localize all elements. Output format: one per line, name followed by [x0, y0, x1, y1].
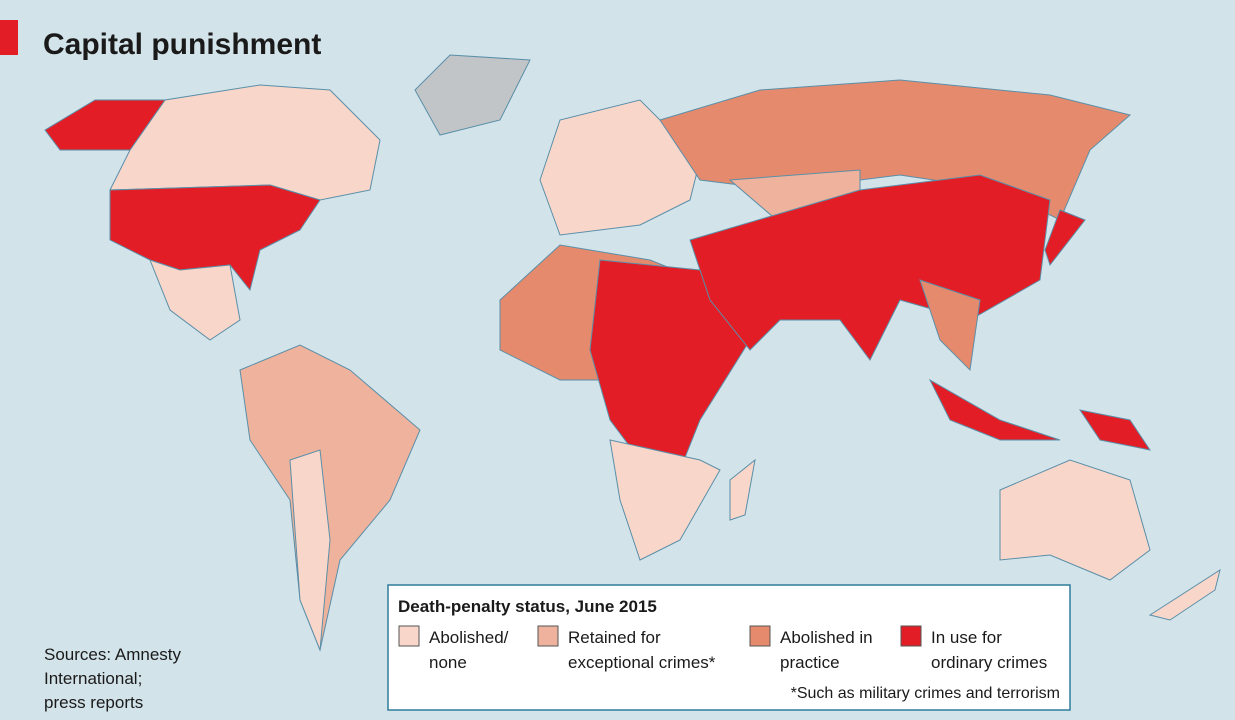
title: Capital punishment	[43, 28, 321, 61]
europe	[539, 99, 701, 236]
indonesia	[928, 378, 1061, 441]
new-zealand	[1148, 568, 1221, 621]
south-america	[239, 344, 421, 652]
legend-title: Death-penalty status, June 2015	[398, 597, 657, 616]
southern-africa	[609, 439, 721, 561]
legend-label: Abolished/	[429, 628, 509, 647]
legend-label: practice	[780, 653, 840, 672]
legend-label: Retained for	[568, 628, 661, 647]
japan	[1044, 209, 1086, 267]
legend-label: ordinary crimes	[931, 653, 1047, 672]
madagascar	[729, 458, 756, 521]
source-line: press reports	[44, 693, 143, 712]
legend-label: none	[429, 653, 467, 672]
legend-label: Abolished in	[780, 628, 873, 647]
legend-label: exceptional crimes*	[568, 653, 716, 672]
map	[44, 54, 1221, 652]
mexico	[149, 259, 241, 341]
legend-swatch	[749, 625, 771, 647]
source-line: Sources: Amnesty	[44, 645, 182, 664]
legend-swatch	[398, 625, 420, 647]
alaska	[44, 99, 166, 151]
papua	[1078, 409, 1152, 451]
legend: Abolished/none Retained for exceptional cr…	[398, 625, 1047, 672]
source: Sources: Amnesty International; press repo…	[44, 645, 182, 712]
title-bar	[0, 20, 18, 55]
southeast-asia	[919, 279, 981, 372]
legend-swatch	[900, 625, 922, 647]
source-line: International;	[44, 669, 142, 688]
legend-swatch	[537, 625, 559, 647]
greenland	[414, 54, 531, 136]
footnote: *Such as military crimes and terrorism	[791, 685, 1060, 702]
legend-box	[387, 584, 1071, 711]
australia	[999, 459, 1151, 581]
legend-label: In use for	[931, 628, 1002, 647]
south-america-west	[289, 449, 331, 651]
